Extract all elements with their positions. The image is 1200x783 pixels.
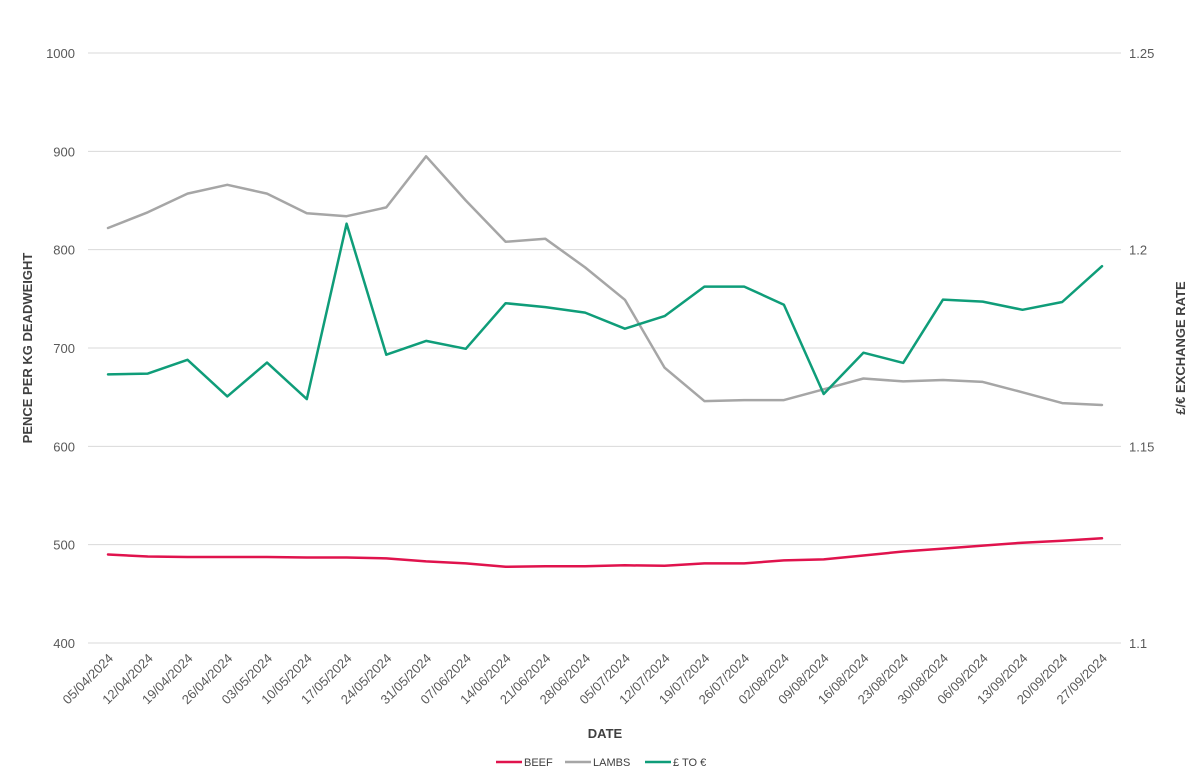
series-line-beef bbox=[106, 537, 1104, 569]
series-line-to bbox=[106, 222, 1104, 401]
y-tick-label: 500 bbox=[53, 538, 75, 553]
series-line-lambs bbox=[106, 155, 1104, 407]
y-tick-label: 1000 bbox=[46, 46, 75, 61]
right-axis-ticks: 1.1 1.15 1.2 1.25 bbox=[1129, 46, 1154, 651]
y-tick-label: 800 bbox=[53, 243, 75, 258]
legend-label: BEEF bbox=[524, 757, 553, 769]
y2-tick-label: 1.1 bbox=[1129, 636, 1147, 651]
y-tick-label: 400 bbox=[53, 636, 75, 651]
y-tick-label: 700 bbox=[53, 341, 75, 356]
y2-tick-label: 1.2 bbox=[1129, 243, 1147, 258]
x-axis-ticks: 05/04/202412/04/202419/04/202426/04/2024… bbox=[59, 651, 1110, 708]
legend-label: LAMBS bbox=[593, 757, 630, 769]
x-axis-title: DATE bbox=[588, 726, 623, 741]
y2-axis-title: £/€ EXCHANGE RATE bbox=[1173, 281, 1188, 415]
y2-tick-label: 1.25 bbox=[1129, 46, 1154, 61]
left-axis-ticks: 400 500 600 700 800 900 1000 bbox=[46, 46, 75, 651]
legend-label: £ TO € bbox=[673, 757, 706, 769]
y-axis-title: PENCE PER KG DEADWEIGHT bbox=[20, 253, 35, 444]
series-lines bbox=[106, 155, 1104, 569]
gridlines bbox=[88, 52, 1121, 644]
y2-tick-label: 1.15 bbox=[1129, 439, 1154, 454]
legend: BEEF LAMBS £ TO € bbox=[496, 757, 706, 769]
y-tick-label: 600 bbox=[53, 439, 75, 454]
y-tick-label: 900 bbox=[53, 144, 75, 159]
